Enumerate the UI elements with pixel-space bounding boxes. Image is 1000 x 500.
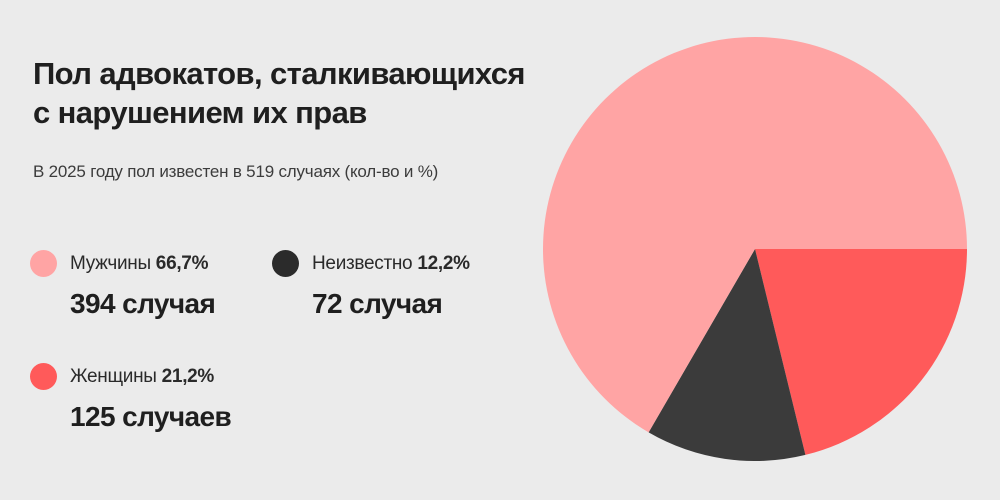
legend-item-unknown: Неизвестно 12,2% 72 случая [272, 250, 512, 320]
legend-label: Мужчины 66,7% [70, 253, 208, 275]
legend-category-name: Неизвестно [312, 252, 413, 274]
legend-dot-unknown [272, 250, 299, 277]
chart-title-line1: Пол адвокатов, сталкивающихся [33, 56, 526, 91]
legend-label: Неизвестно 12,2% [312, 253, 470, 275]
chart-title-line2: с нарушением их прав [33, 95, 367, 130]
chart-subtitle: В 2025 году пол известен в 519 случаях (… [33, 162, 439, 181]
legend-count-unknown: 72 случая [312, 288, 443, 319]
legend-dot-men [30, 250, 57, 277]
pie-slice-мужчины [543, 37, 967, 433]
legend-category-name: Мужчины [70, 252, 151, 274]
legend-dot-women [30, 363, 57, 390]
legend-percent: 12,2% [417, 252, 470, 274]
pie-slice-женщины [755, 249, 967, 455]
pie-chart [543, 37, 967, 461]
legend-row: Женщины 21,2% [30, 363, 270, 390]
legend-count-women: 125 случаев [70, 401, 232, 432]
chart-title: Пол адвокатов, сталкивающихся с нарушение… [33, 54, 526, 132]
legend-label: Женщины 21,2% [70, 366, 214, 388]
legend-percent: 21,2% [161, 365, 215, 387]
legend-item-men: Мужчины 66,7% 394 случая [30, 250, 270, 320]
legend-row: Мужчины 66,7% [30, 250, 270, 277]
legend-percent: 66,7% [155, 252, 209, 274]
legend-count-men: 394 случая [70, 288, 216, 319]
legend-row: Неизвестно 12,2% [272, 250, 512, 277]
pie-slice-неизвестно [648, 249, 806, 461]
legend-category-name: Женщины [70, 365, 157, 387]
pie-chart-svg [543, 37, 967, 461]
legend-item-women: Женщины 21,2% 125 случаев [30, 363, 270, 433]
